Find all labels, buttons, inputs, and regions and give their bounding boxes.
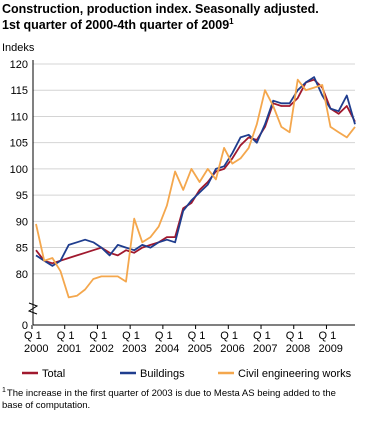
x-tick-label: Q 1 bbox=[318, 330, 336, 342]
legend-label: Total bbox=[42, 368, 65, 380]
series-line bbox=[35, 76, 356, 267]
y-tick-label: 90 bbox=[16, 216, 28, 228]
legend-label: Civil engineering works bbox=[238, 368, 352, 380]
footnote-marker: 1 bbox=[2, 387, 6, 394]
x-tick-label: Q 1 bbox=[57, 330, 75, 342]
x-tick-label: Q 1 bbox=[24, 330, 42, 342]
y-tick-label: 115 bbox=[10, 85, 28, 97]
x-tick-label: 2006 bbox=[220, 343, 244, 355]
y-tick-label: 100 bbox=[10, 164, 28, 176]
x-tick-label: Q 1 bbox=[286, 330, 304, 342]
x-tick-label: 2003 bbox=[122, 343, 146, 355]
footnote-line: The increase in the first quarter of 200… bbox=[7, 388, 336, 399]
y-tick-label: 95 bbox=[16, 190, 28, 202]
legend-label: Buildings bbox=[140, 368, 185, 380]
x-tick-label: Q 1 bbox=[155, 330, 173, 342]
x-tick-label: Q 1 bbox=[188, 330, 206, 342]
x-tick-label: Q 1 bbox=[220, 330, 238, 342]
chart-title: Construction, production index. Seasonal… bbox=[2, 2, 319, 16]
y-tick-label: 0 bbox=[22, 320, 28, 332]
footnote: 1The increase in the first quarter of 20… bbox=[2, 387, 336, 399]
x-tick-label: 2007 bbox=[253, 343, 277, 355]
x-tick-label: Q 1 bbox=[253, 330, 271, 342]
x-tick-label: 2009 bbox=[318, 343, 342, 355]
x-tick-label: 2002 bbox=[89, 343, 113, 355]
series-line bbox=[35, 78, 356, 265]
title-line: 1st quarter of 2000-4th quarter of 2009 bbox=[2, 18, 229, 32]
footnote: base of computation. bbox=[2, 400, 90, 411]
x-tick-label: 2001 bbox=[57, 343, 81, 355]
x-tick-label: 2008 bbox=[286, 343, 310, 355]
x-tick-label: Q 1 bbox=[122, 330, 140, 342]
x-tick-label: 2000 bbox=[24, 343, 48, 355]
y-axis-label: Indeks bbox=[2, 42, 35, 54]
y-tick-label: 85 bbox=[16, 243, 28, 255]
y-tick-label: 105 bbox=[10, 138, 28, 150]
y-tick-label: 120 bbox=[10, 59, 28, 71]
x-tick-label: 2005 bbox=[188, 343, 212, 355]
title-note: 1 bbox=[229, 17, 234, 26]
x-tick-label: 2004 bbox=[155, 343, 179, 355]
y-tick-label: 80 bbox=[16, 269, 28, 281]
y-tick-label: 110 bbox=[10, 111, 28, 123]
series-line bbox=[35, 78, 356, 299]
x-tick-label: Q 1 bbox=[89, 330, 107, 342]
chart-title: 1st quarter of 2000-4th quarter of 20091 bbox=[2, 17, 234, 32]
